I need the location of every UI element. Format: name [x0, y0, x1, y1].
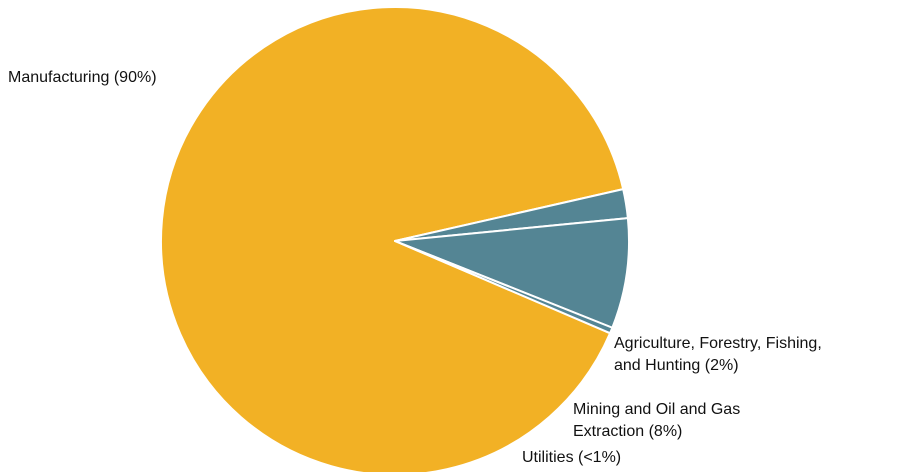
pie-labels: Manufacturing (90%) Agriculture, Forestry… [8, 69, 822, 466]
pie-slice-label-4: Utilities (<1%) [522, 449, 621, 466]
pie-slice-3 [394, 217, 630, 329]
pie-slices [160, 6, 630, 472]
pie-slice-label-3-line-1: Mining and Oil and Gas [573, 401, 740, 418]
pie-slice-label-3: Mining and Oil and Gas Extraction (8%) [573, 401, 740, 440]
pie-slice-label-4-line-1: Utilities (<1%) [522, 449, 621, 466]
pie-slice-label-1-line-1: Manufacturing (90%) [8, 69, 157, 86]
pie-slice-label-2-line-1: Agriculture, Forestry, Fishing, [614, 335, 822, 352]
pie-slice-label-2-line-2: and Hunting (2%) [614, 357, 739, 374]
pie-slice-4 [394, 240, 614, 335]
pie-slice-label-3-line-2: Extraction (8%) [573, 423, 682, 440]
pie-slice-label-2: Agriculture, Forestry, Fishing, and Hunti… [614, 335, 822, 374]
pie-slice-1 [160, 6, 625, 472]
pie-slice-label-1: Manufacturing (90%) [8, 69, 157, 86]
